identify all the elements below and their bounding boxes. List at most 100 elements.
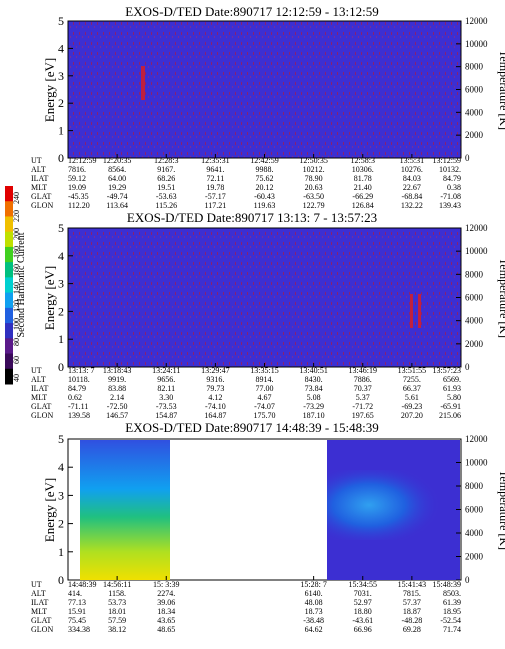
table-cell: 0.38 (447, 183, 461, 192)
table-cell: 187.10 (303, 411, 325, 420)
colorbar-tick-label: 140 (12, 282, 21, 294)
table-cell: 12:35:31 (201, 156, 229, 165)
table-cell: 5.37 (356, 393, 370, 402)
table-cell: 8430. (305, 375, 323, 384)
row-label: MLT (31, 607, 47, 616)
ytick-left-label: 0 (58, 573, 64, 587)
table-cell: 13:57:23 (433, 366, 461, 375)
panel-1-ylabel-left: Energy [eV] (42, 58, 57, 122)
table-cell: -71.11 (68, 402, 88, 411)
table-cell: 164.87 (204, 411, 226, 420)
colorbar-swatch (5, 307, 13, 324)
colorbar-swatch (5, 353, 13, 370)
table-cell: 57.59 (108, 616, 126, 625)
table-cell: 12:12:59 (68, 156, 96, 165)
ytick-left-label: 5 (58, 14, 64, 28)
ytick-left-label: 0 (58, 360, 64, 374)
table-cell: 7031. (354, 589, 372, 598)
table-cell: 19.51 (157, 183, 175, 192)
table-cell: 2.14 (110, 393, 124, 402)
ytick-left-label: 3 (58, 69, 64, 83)
table-cell: 53.73 (108, 598, 126, 607)
table-cell: -74.10 (205, 402, 226, 411)
table-cell: -63.50 (303, 192, 324, 201)
colorbar-tick-label: 220 (12, 210, 21, 222)
table-cell: 139.58 (68, 411, 90, 420)
table-cell: -69.23 (402, 402, 423, 411)
table-cell: 334.38 (68, 625, 90, 634)
table-cell: 13:35:15 (250, 366, 278, 375)
table-cell: 215.06 (439, 411, 461, 420)
table-cell: -43.61 (352, 616, 373, 625)
table-cell: 112.20 (68, 201, 90, 210)
table-cell: 4.12 (208, 393, 222, 402)
ytick-left-label: 5 (58, 221, 64, 235)
row-label: GLAT (31, 616, 52, 625)
table-cell: 132.22 (401, 201, 423, 210)
colorbar-tick-label: 100 (12, 318, 21, 330)
table-cell: 18.73 (305, 607, 323, 616)
table-cell: 13:5:31 (400, 156, 424, 165)
panel-2-ylabel-right: Temperature [K] (497, 258, 505, 338)
table-cell: 7815. (403, 589, 421, 598)
ytick-right-label: 6000 (465, 293, 484, 303)
table-cell: 15.91 (68, 607, 86, 616)
table-cell: 18.01 (108, 607, 126, 616)
table-cell: -72.50 (107, 402, 128, 411)
table-cell: 48.08 (305, 598, 323, 607)
ytick-left-label: 4 (58, 460, 64, 474)
panel-1-title: EXOS-D/TED Date:890717 12:12:59 - 13:12:… (125, 4, 378, 19)
table-cell: 122.79 (303, 201, 325, 210)
table-cell: -49.74 (107, 192, 128, 201)
panel-2-info-table: UT 13:13: 7 13:18:43 13:24:11 13:29:47 13:35:… (31, 363, 462, 420)
table-cell: 15:28: 7 (300, 580, 326, 589)
table-cell: 19.78 (206, 183, 224, 192)
table-cell: 9167. (157, 165, 175, 174)
ytick-right-label: 2000 (465, 552, 484, 562)
ytick-right-label: 10000 (465, 458, 488, 468)
table-cell: 10212. (303, 165, 325, 174)
table-cell: 20.12 (256, 183, 274, 192)
ytick-right-label: 12000 (465, 223, 488, 233)
colorbar-tick-label: 40 (12, 374, 21, 382)
panel-1: EXOS-D/TED Date:890717 12:12:59 - 13:12:… (31, 4, 505, 210)
table-cell: -71.72 (352, 402, 373, 411)
panel-2-feature-streak-b (418, 294, 421, 328)
row-label: GLON (31, 201, 53, 210)
ytick-right-label: 0 (465, 362, 470, 372)
table-cell: -57.17 (205, 192, 226, 201)
colorbar-swatch (5, 277, 13, 294)
panel-1-info-table: UT 12:12:59 12:20:35 12:28:3 12:35:31 12:42:5… (31, 154, 462, 210)
row-label: GLAT (31, 192, 52, 201)
colorbar-swatch (5, 246, 13, 263)
table-cell: 8564. (108, 165, 126, 174)
table-cell: 39.06 (157, 598, 175, 607)
table-cell: 72.11 (207, 174, 225, 183)
table-cell: -73.53 (156, 402, 177, 411)
table-cell: 8914. (256, 375, 274, 384)
table-cell: 5.80 (447, 393, 461, 402)
ytick-right-label: 10000 (465, 39, 488, 49)
row-label: ILAT (31, 174, 48, 183)
table-cell: 66.37 (403, 384, 421, 393)
table-cell: 75.45 (68, 616, 86, 625)
panel-3-info-table: UT 14:48:39 14:56:11 15: 3:39 15:28: 7 15:34:… (31, 576, 462, 634)
ytick-left-label: 4 (58, 41, 64, 55)
table-cell: -73.29 (303, 402, 324, 411)
table-cell: 82.11 (157, 384, 175, 393)
ytick-left-label: 1 (58, 332, 64, 346)
ytick-left-label: 1 (58, 545, 64, 559)
table-cell: 9919. (108, 375, 126, 384)
panel-2-yticks-right: 0 2000 4000 6000 8000 10000 12000 (456, 223, 488, 372)
table-cell: 10306. (352, 165, 374, 174)
table-cell: 12:20:35 (103, 156, 131, 165)
ytick-left-label: 0 (58, 151, 64, 165)
table-cell: 9316. (206, 375, 224, 384)
table-cell: 146.57 (106, 411, 128, 420)
colorbar-swatch (5, 216, 13, 233)
table-cell: 12:28:3 (154, 156, 178, 165)
table-cell: 19.29 (108, 183, 126, 192)
table-cell: 5.08 (307, 393, 321, 402)
ytick-left-label: 3 (58, 277, 64, 291)
table-cell: 126.84 (352, 201, 374, 210)
